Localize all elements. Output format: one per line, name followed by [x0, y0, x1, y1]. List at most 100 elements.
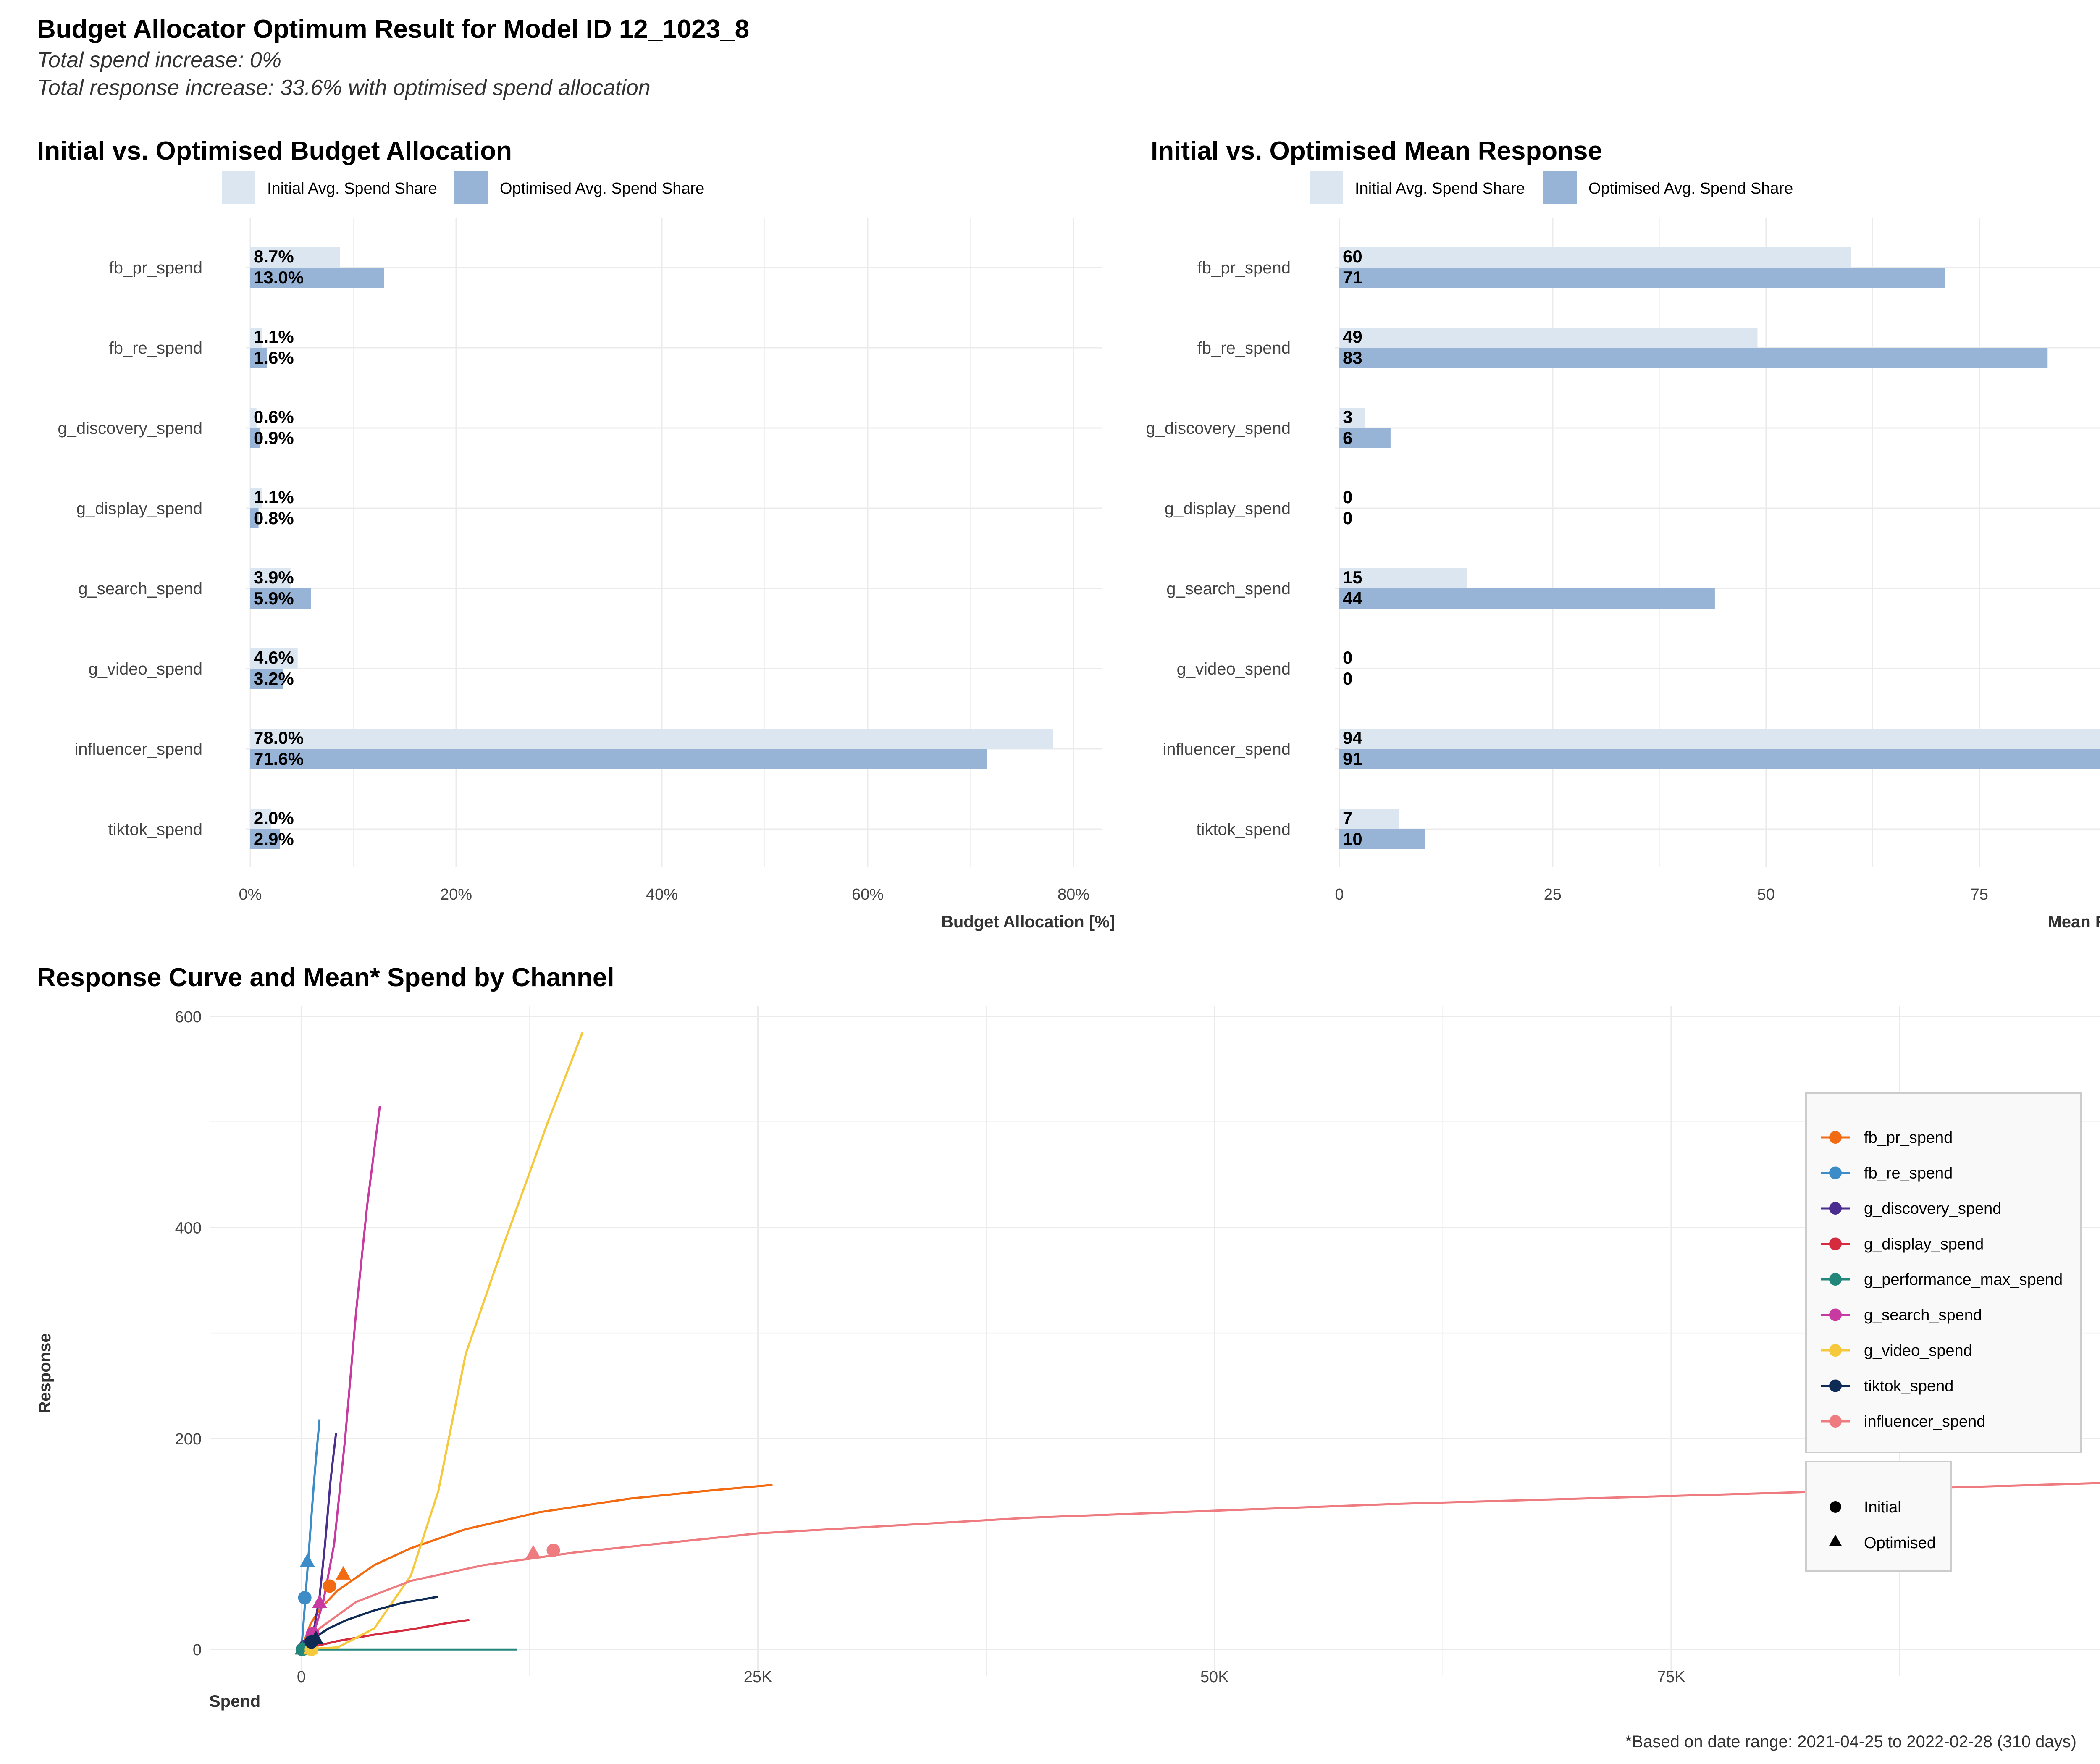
budget-x-tick-label: 0% [239, 886, 262, 903]
legend-marker-g_discovery_spend [1829, 1202, 1842, 1215]
response-bar-initial [1339, 729, 2100, 749]
budget-label-optimised: 3.2% [254, 669, 294, 688]
response-x-tick-label: 50 [1757, 886, 1775, 903]
response-bar-initial [1339, 328, 1758, 348]
legend-marker-tiktok_spend [1829, 1379, 1842, 1392]
curves-y-tick-label: 0 [193, 1641, 202, 1659]
budget-label-optimised: 1.6% [254, 348, 294, 368]
legend-marker-g_performance_max_spend [1829, 1273, 1842, 1286]
budget-x-axis-title: Budget Allocation [%] [941, 913, 1115, 931]
response-label-initial: 7 [1343, 808, 1352, 828]
legend-marker-influencer_spend [1829, 1415, 1842, 1428]
budget-label-initial: 78.0% [254, 728, 304, 748]
page-title: Budget Allocator Optimum Result for Mode… [37, 15, 750, 44]
response-curves-title: Response Curve and Mean* Spend by Channe… [37, 963, 614, 992]
curves-x-tick-label: 0 [297, 1668, 306, 1686]
initial-point-fb_re_spend [298, 1591, 312, 1605]
response-increase-subtitle: Total response increase: 33.6% with opti… [37, 76, 651, 100]
curve-g_video_spend [301, 1032, 584, 1651]
budget-x-tick-label: 40% [646, 886, 678, 903]
response-label-optimised: 83 [1343, 348, 1362, 368]
curves-x-tick-label: 50K [1200, 1668, 1229, 1686]
curves-x-tick-label: 25K [744, 1668, 772, 1686]
budget-bars: 8.7%13.0%1.1%1.6%0.6%0.9%1.1%0.8%3.9%5.9… [250, 247, 1053, 849]
marker-legend-initial: Initial [1864, 1499, 1901, 1516]
response-x-tick-label: 75 [1971, 886, 1988, 903]
response-category-label: g_display_spend [1165, 499, 1291, 518]
optimised-marker-icon [1829, 1535, 1842, 1546]
response-x-tick-label: 0 [1335, 886, 1344, 903]
curve-influencer_spend [300, 1482, 2100, 1650]
curves-axes: 025K50K75K100K0200400600 [175, 1008, 1685, 1686]
legend-label-fb_pr_spend: fb_pr_spend [1864, 1129, 1953, 1147]
response-category-label: fb_re_spend [1197, 339, 1291, 357]
response-label-optimised: 10 [1343, 829, 1362, 849]
response-bar-optimised [1339, 428, 1391, 448]
curve-fb_re_spend [300, 1419, 321, 1650]
response-grid [1335, 218, 2100, 867]
legend-label-g_search_spend: g_search_spend [1864, 1307, 1982, 1324]
legend-optimised-label: Optimised Avg. Spend Share [1588, 180, 1793, 197]
budget-grid [246, 218, 1102, 867]
legend-initial-label: Initial Avg. Spend Share [267, 180, 437, 197]
response-bar-initial [1339, 568, 1467, 588]
response-x-tick-label: 25 [1544, 886, 1562, 903]
response-bar-optimised [1339, 829, 1425, 849]
budget-bar-initial [250, 648, 298, 669]
date-range-footnote: *Based on date range: 2021-04-25 to 2022… [1625, 1732, 2076, 1751]
response-bar-initial [1339, 247, 1851, 268]
response-bar-optimised [1339, 348, 2048, 368]
channel-legend: fb_pr_spend fb_re_spend g_discovery_spendg… [1821, 1129, 2063, 1431]
budget-label-initial: 3.9% [254, 567, 294, 587]
initial-marker-icon [1830, 1501, 1841, 1513]
response-label-initial: 0 [1343, 648, 1352, 667]
budget-bar-optimised [250, 428, 260, 448]
curves-y-tick-label: 400 [175, 1219, 202, 1237]
response-category-label: g_discovery_spend [1146, 419, 1291, 438]
budget-x-tick-label: 20% [440, 886, 472, 903]
budget-label-optimised: 2.9% [254, 829, 294, 849]
response-label-optimised: 0 [1343, 508, 1352, 528]
mean-response-panel: Initial vs. Optimised Mean Response Init… [1146, 136, 2100, 931]
legend-label-fb_re_spend: fb_re_spend [1864, 1165, 1953, 1182]
response-category-label: fb_pr_spend [1197, 259, 1291, 277]
response-axes: 0 25 50 75 fb_pr_spend fb_re_spend g_discovery… [1146, 259, 1988, 903]
budget-bar-optimised [250, 588, 311, 609]
marker-legend-optimised: Optimised [1864, 1534, 1936, 1552]
response-category-label: g_search_spend [1166, 580, 1291, 598]
budget-category-label: fb_pr_spend [109, 259, 202, 277]
budget-x-tick-label: 80% [1058, 886, 1089, 903]
response-bar-optimised [1339, 749, 2100, 769]
optimised-point-g_search_spend [312, 1594, 327, 1608]
budget-bar-initial [250, 488, 262, 508]
channel-legend-box [1805, 1092, 2082, 1453]
budget-label-optimised: 0.8% [254, 508, 294, 528]
response-label-initial: 0 [1343, 487, 1352, 507]
spend-increase-subtitle: Total spend increase: 0% [37, 48, 282, 72]
budget-category-label: tiktok_spend [108, 820, 202, 839]
budget-label-optimised: 71.6% [254, 749, 304, 769]
budget-label-initial: 1.1% [254, 487, 294, 507]
response-label-optimised: 0 [1343, 669, 1352, 688]
budget-bar-initial [250, 809, 271, 829]
header: Budget Allocator Optimum Result for Mode… [37, 13, 749, 102]
response-label-optimised: 44 [1343, 588, 1362, 608]
response-label-initial: 15 [1343, 567, 1362, 587]
budget-label-initial: 1.1% [254, 327, 294, 346]
budget-label-initial: 0.6% [254, 407, 294, 427]
budget-bar-initial [250, 328, 262, 348]
curve-fb_pr_spend [300, 1483, 773, 1650]
response-bar-initial [1339, 809, 1399, 829]
budget-label-optimised: 5.9% [254, 588, 294, 608]
response-curves-panel: Response Curve and Mean* Spend by Channe… [36, 963, 2100, 1711]
initial-point-fb_pr_spend [323, 1579, 336, 1593]
budget-x-tick-label: 60% [852, 886, 884, 903]
budget-allocation-title: Initial vs. Optimised Budget Allocation [37, 136, 512, 165]
response-label-initial: 60 [1343, 247, 1362, 266]
budget-category-label: g_video_spend [89, 660, 202, 678]
budget-axes: 0% 20% 40% 60% 80% fb_pr_spend fb_re_spend g_di… [58, 259, 1089, 903]
response-label-optimised: 6 [1343, 428, 1352, 448]
legend-marker-fb_re_spend [1829, 1166, 1842, 1179]
